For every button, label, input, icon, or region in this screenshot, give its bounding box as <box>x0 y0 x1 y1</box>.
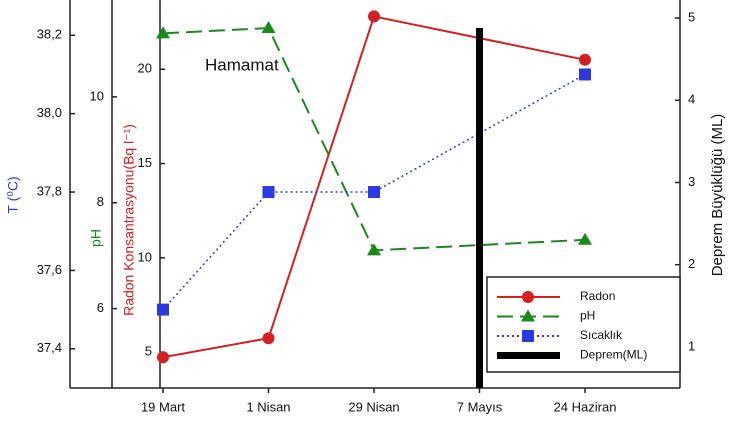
series-line <box>162 73 586 311</box>
x-tick-label: 24 Haziran <box>554 399 617 414</box>
legend-label: Sıcaklık <box>580 328 623 342</box>
data-point <box>578 232 592 245</box>
legend-marker <box>522 330 534 342</box>
legend-label: Radon <box>580 289 615 303</box>
y-tick-label: 38,2 <box>37 27 62 42</box>
y-axis-label: pH <box>88 229 104 247</box>
x-tick-label: 29 Nisan <box>348 399 399 414</box>
y-tick-label: 3 <box>688 174 695 189</box>
y-tick-label: 15 <box>138 155 152 170</box>
y-tick-label: 20 <box>138 61 152 76</box>
data-point <box>368 10 380 23</box>
y-tick-label: 37,6 <box>37 262 62 277</box>
data-point <box>579 53 591 66</box>
series-line <box>162 27 586 252</box>
y-tick-label: 6 <box>97 300 104 315</box>
data-point <box>579 68 591 81</box>
y-tick-label: 10 <box>138 249 152 264</box>
data-point <box>367 243 381 256</box>
data-point <box>261 21 276 34</box>
y-tick-label: 38,0 <box>37 105 62 120</box>
legend-label: Deprem(ML) <box>580 348 647 362</box>
y-axis-label: T (⁰C) <box>5 176 21 213</box>
y-axis-label: Deprem Büyüklüğü (ML) <box>709 114 726 277</box>
data-point <box>156 26 170 39</box>
annotation: Hamamat <box>205 55 279 74</box>
y-tick-label: 37,8 <box>37 183 62 198</box>
y-tick-label: 37,4 <box>37 340 62 355</box>
data-point <box>262 186 275 199</box>
x-tick-label: 7 Mayıs <box>457 399 503 414</box>
y-tick-label: 5 <box>145 344 152 359</box>
data-point <box>262 332 275 345</box>
y-tick-label: 10 <box>90 88 104 103</box>
y-tick-label: 5 <box>688 10 695 25</box>
y-tick-label: 1 <box>688 338 695 353</box>
y-tick-label: 8 <box>97 194 104 209</box>
legend-marker <box>521 309 535 322</box>
y-tick-label: 4 <box>688 92 695 107</box>
data-point <box>157 303 169 316</box>
x-tick-label: 1 Nisan <box>246 399 290 414</box>
y-tick-label: 2 <box>688 256 695 271</box>
x-tick-label: 19 Mart <box>141 399 185 414</box>
legend-label: pH <box>580 309 595 323</box>
legend-marker <box>522 291 534 303</box>
y-axis-label: Radon Konsantrasyonu(Bq l⁻¹) <box>121 124 137 316</box>
data-point <box>157 351 169 364</box>
data-point <box>368 186 380 199</box>
bar <box>476 27 483 388</box>
